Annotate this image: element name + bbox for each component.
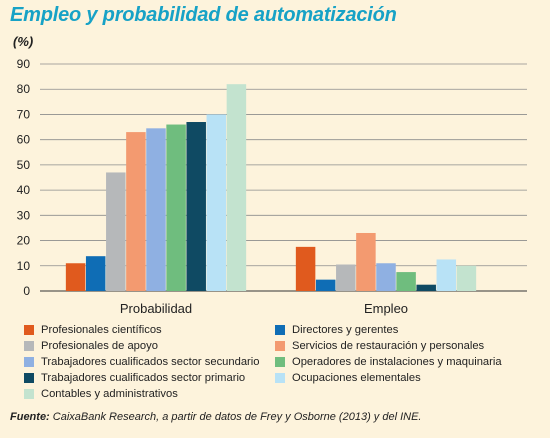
legend-swatch <box>24 340 34 351</box>
legend-label: Servicios de restauración y personales <box>292 339 485 352</box>
y-tick-label: 50 <box>17 158 31 172</box>
legend-swatch <box>24 324 34 335</box>
legend-swatch <box>24 372 34 383</box>
legend-item: Servicios de restauración y personales <box>275 339 535 352</box>
legend-label: Profesionales científicos <box>41 323 162 336</box>
x-category-label: Probabilidad <box>120 301 192 316</box>
source-label: Fuente: <box>10 411 50 423</box>
legend-swatch <box>275 340 285 351</box>
legend-label: Operadores de instalaciones y maquinaria <box>292 355 502 368</box>
bar <box>85 256 106 291</box>
bar <box>396 272 416 291</box>
legend-item: Profesionales científicos <box>24 323 275 336</box>
legend-item: Contables y administrativos <box>24 387 275 400</box>
legend-item: Operadores de instalaciones y maquinaria <box>275 355 535 368</box>
y-tick-label: 60 <box>17 133 31 147</box>
bar <box>206 114 227 291</box>
bar <box>315 279 336 291</box>
legend-label: Ocupaciones elementales <box>292 371 421 384</box>
y-tick-label: 10 <box>17 259 31 273</box>
legend-swatch <box>275 356 285 367</box>
legend-swatch <box>275 372 285 383</box>
y-tick-label: 80 <box>17 82 31 96</box>
y-tick-label: 20 <box>17 234 31 248</box>
bar <box>356 232 376 291</box>
legend-label: Trabajadores cualificados sector secunda… <box>41 355 260 368</box>
bar <box>295 246 316 291</box>
legend-label: Directores y gerentes <box>292 323 399 336</box>
y-tick-label: 0 <box>23 284 30 298</box>
y-tick-label: 40 <box>17 183 31 197</box>
bar <box>186 122 206 291</box>
y-axis-unit: (%) <box>13 34 34 49</box>
legend-item: Directores y gerentes <box>275 323 535 336</box>
legend: Profesionales científicos Directores y ge… <box>24 323 535 400</box>
legend-item: Ocupaciones elementales <box>275 371 535 384</box>
bar <box>416 284 436 291</box>
bar <box>456 265 477 291</box>
bar <box>146 128 166 291</box>
legend-swatch <box>24 388 34 399</box>
bar <box>336 264 356 291</box>
x-category-label: Empleo <box>364 301 408 316</box>
bar <box>226 84 247 291</box>
legend-item: Trabajadores cualificados sector primari… <box>24 371 275 384</box>
bar <box>166 124 186 292</box>
bar <box>376 263 396 291</box>
legend-swatch <box>275 324 285 335</box>
bar <box>65 263 86 291</box>
bar <box>126 132 146 291</box>
legend-item: Trabajadores cualificados sector secunda… <box>24 355 275 368</box>
legend-label: Profesionales de apoyo <box>41 339 158 352</box>
bar <box>436 259 457 291</box>
legend-label: Trabajadores cualificados sector primari… <box>41 371 246 384</box>
legend-swatch <box>24 356 34 367</box>
source-text: CaixaBank Research, a partir de datos de… <box>52 411 422 423</box>
legend-item: Profesionales de apoyo <box>24 339 275 352</box>
bar <box>106 172 126 291</box>
y-tick-label: 90 <box>17 57 31 71</box>
legend-label: Contables y administrativos <box>41 387 178 400</box>
y-tick-label: 70 <box>17 107 31 121</box>
y-tick-label: 30 <box>17 208 31 222</box>
chart-title: Empleo y probabilidad de automatización <box>10 4 397 26</box>
source-note: Fuente: CaixaBank Research, a partir de … <box>10 411 421 423</box>
